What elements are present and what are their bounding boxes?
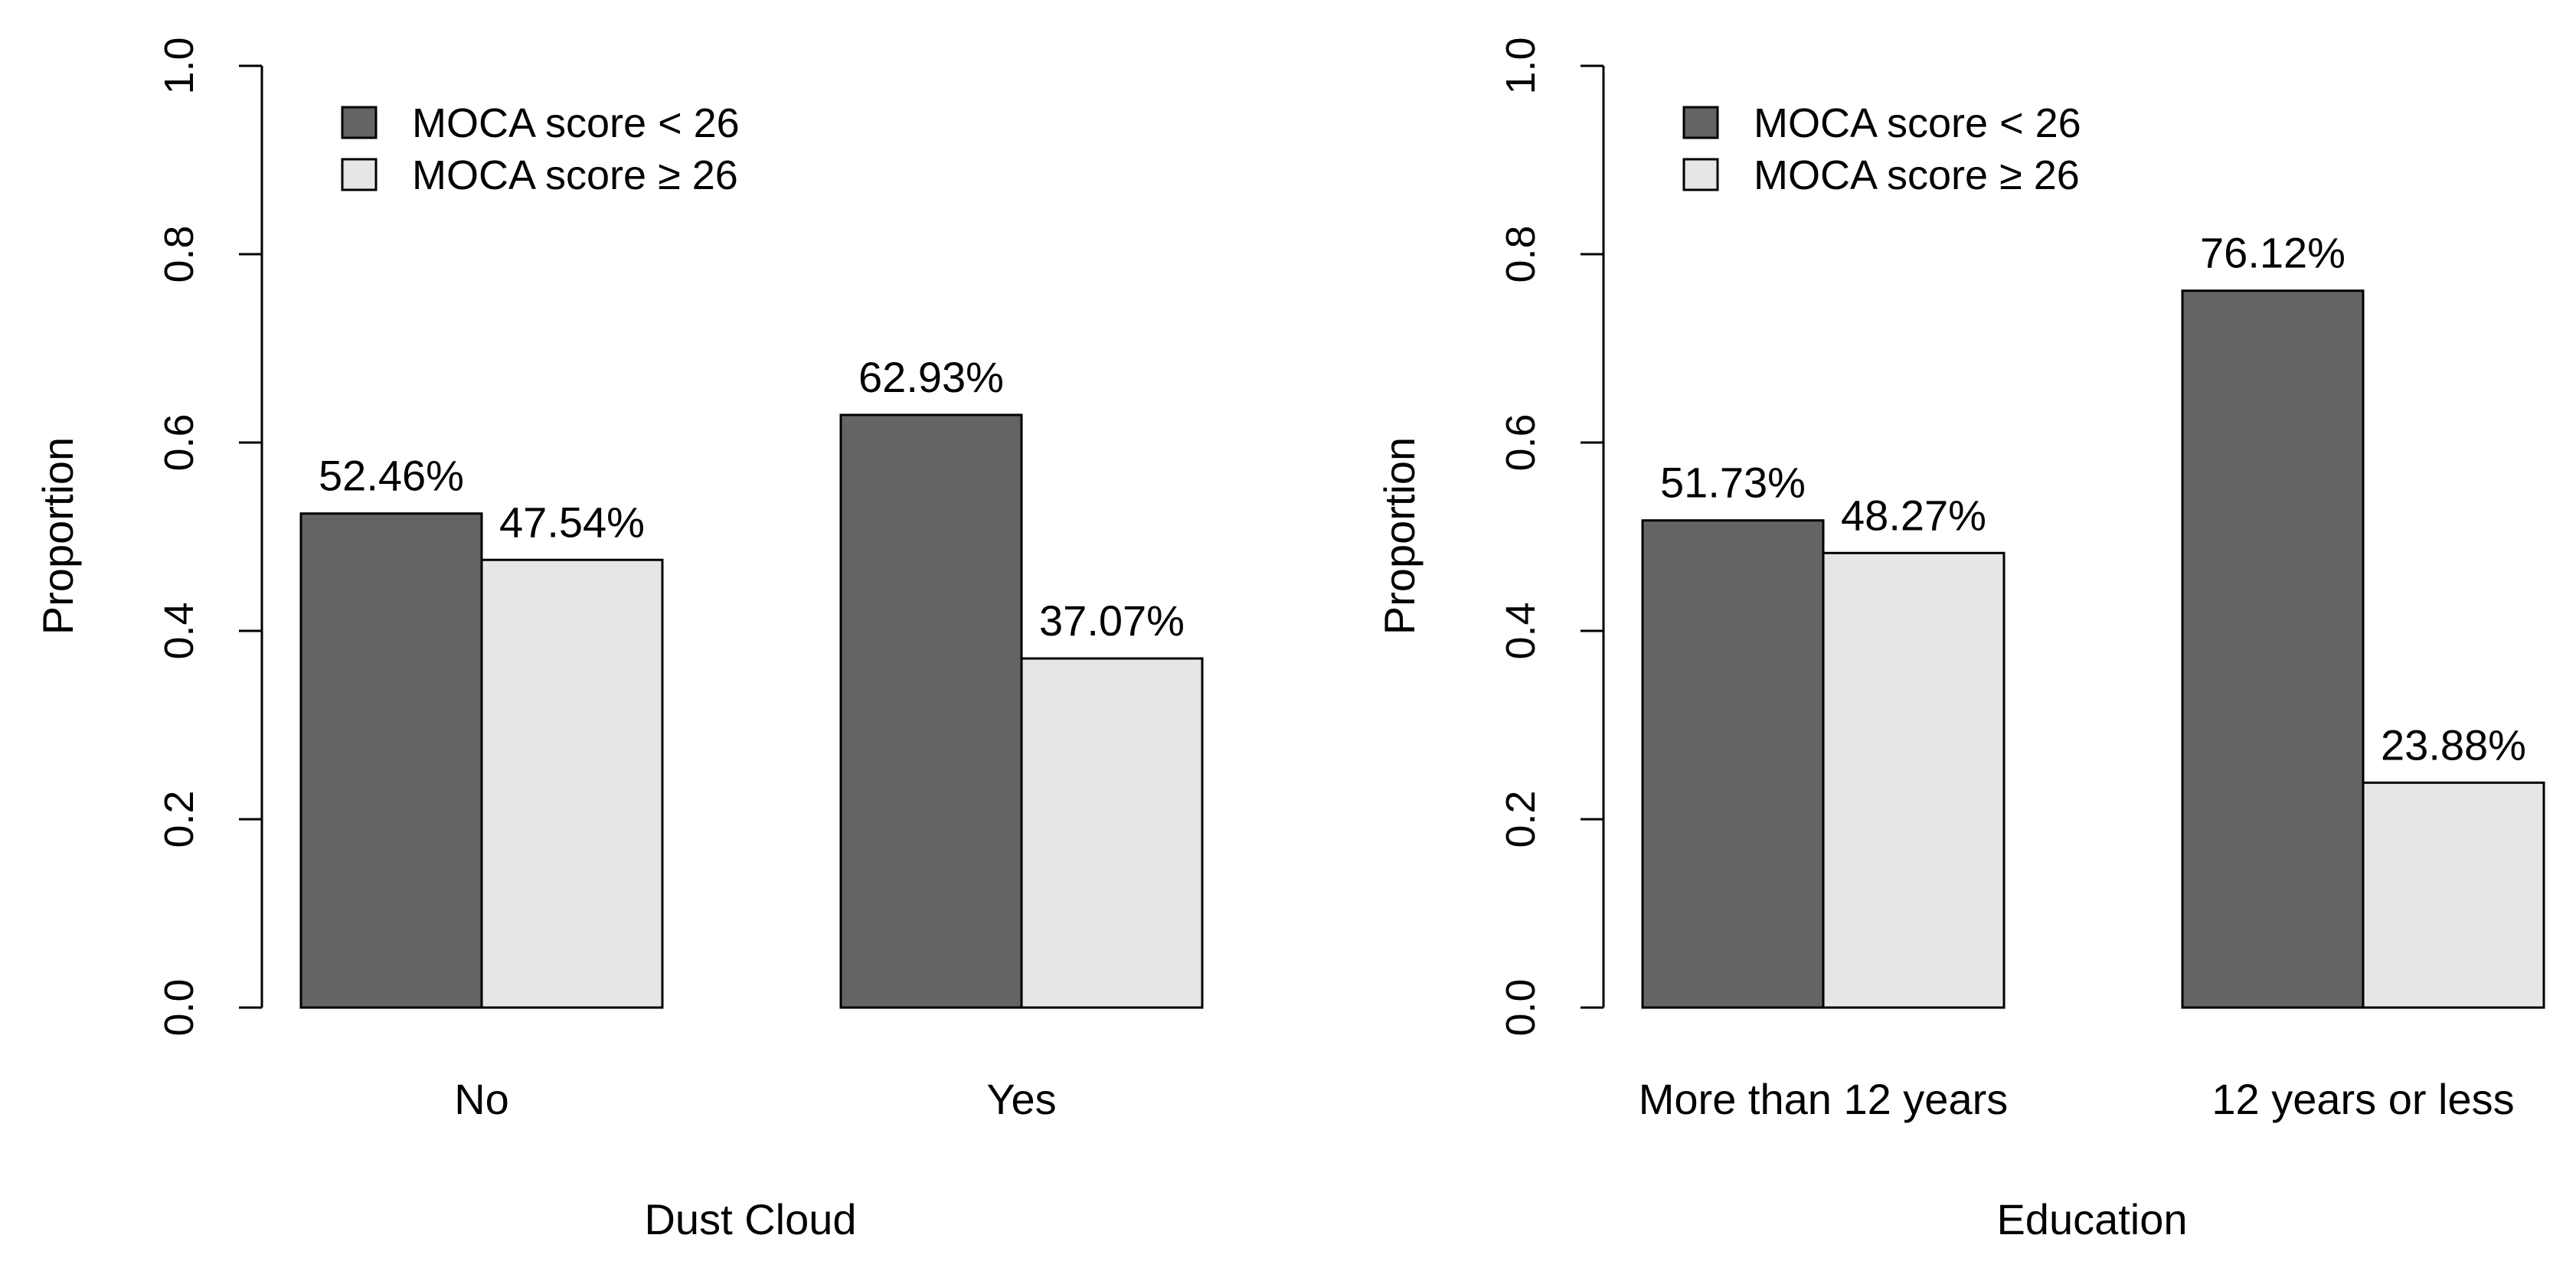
- bar-moca-26-plus: [480, 558, 664, 1009]
- x-category-label: 12 years or less: [2212, 1075, 2514, 1123]
- y-tick-label: 0.0: [1498, 978, 1544, 1036]
- y-axis: 0.0 0.2 0.4 0.6 0.8 1.0: [156, 37, 263, 1037]
- legend-swatch: [341, 158, 378, 191]
- data-label: 47.54%: [499, 498, 645, 546]
- bars: 52.46% 47.54% 62.93% 37.07%: [299, 353, 1204, 1009]
- y-tick-label: 1.0: [156, 37, 202, 94]
- y-axis: 0.0 0.2 0.4 0.6 0.8 1.0: [1498, 37, 1605, 1037]
- y-tick-label: 0.4: [1498, 602, 1544, 659]
- bar-moca-26-plus: [1822, 551, 2006, 1009]
- x-category-label: Yes: [986, 1075, 1056, 1123]
- data-label: 52.46%: [319, 452, 464, 500]
- y-tick-label: 0.6: [156, 413, 202, 471]
- bars: 51.73% 48.27% 76.12% 23.88%: [1641, 229, 2545, 1009]
- bar-moca-26-plus: [1020, 657, 1204, 1009]
- chart-panel-1: 0.0 0.2 0.4 0.6 0.8 1.0 Proportion 52.46% 47.54%…: [34, 37, 1204, 1243]
- bar-moca-below-26: [1641, 519, 1825, 1009]
- legend-label: MOCA score ≥ 26: [1754, 152, 2080, 198]
- data-label: 23.88%: [2381, 720, 2526, 769]
- bar-moca-below-26: [2181, 289, 2365, 1009]
- legend-label: MOCA score ≥ 26: [412, 152, 738, 198]
- bar-moca-below-26: [299, 512, 483, 1009]
- legend-label: MOCA score < 26: [1754, 100, 2081, 146]
- x-category-label: More than 12 years: [1639, 1075, 2008, 1123]
- y-axis-title: Proportion: [34, 437, 82, 635]
- legend-swatch: [1682, 106, 1719, 139]
- data-label: 76.12%: [2200, 229, 2346, 277]
- legend-swatch: [341, 106, 378, 139]
- legend-label: MOCA score < 26: [412, 100, 740, 146]
- y-axis-title: Proportion: [1375, 437, 1424, 635]
- x-category-label: No: [454, 1075, 509, 1123]
- bar-moca-26-plus: [2362, 781, 2545, 1009]
- legend: MOCA score < 26 MOCA score ≥ 26: [341, 100, 740, 198]
- y-tick-label: 0.8: [1498, 225, 1544, 283]
- y-tick-label: 1.0: [1498, 37, 1544, 94]
- y-tick-label: 0.6: [1498, 413, 1544, 471]
- y-tick-label: 0.4: [156, 602, 202, 659]
- data-label: 51.73%: [1660, 459, 1806, 507]
- data-label: 37.07%: [1039, 596, 1185, 645]
- data-label: 62.93%: [858, 353, 1004, 401]
- data-label: 48.27%: [1841, 491, 1986, 539]
- y-tick-label: 0.8: [156, 225, 202, 283]
- legend-swatch: [1682, 158, 1719, 191]
- y-tick-label: 0.0: [156, 978, 202, 1036]
- chart-panel-2: 0.0 0.2 0.4 0.6 0.8 1.0 Proportion 51.73% 48.27%…: [1375, 37, 2545, 1243]
- legend: MOCA score < 26 MOCA score ≥ 26: [1682, 100, 2081, 198]
- y-tick-label: 0.2: [156, 790, 202, 848]
- bar-moca-below-26: [839, 413, 1023, 1009]
- y-tick-label: 0.2: [1498, 790, 1544, 848]
- x-axis-title: Education: [1996, 1195, 2187, 1243]
- x-axis-title: Dust Cloud: [644, 1195, 856, 1243]
